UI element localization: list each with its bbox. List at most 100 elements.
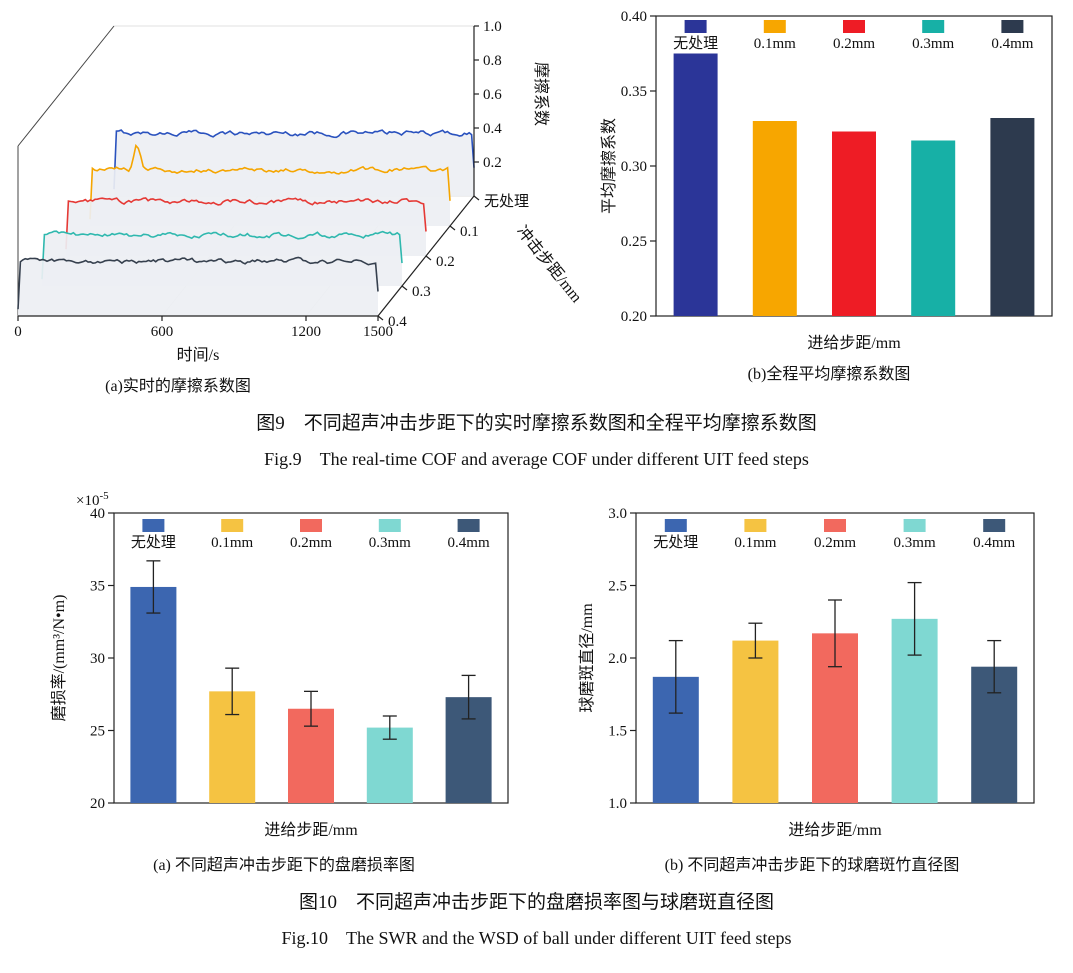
- fig10a-legend-swatch-5: [457, 519, 480, 532]
- fig9a-line-4: [41, 230, 403, 280]
- svg-text:600: 600: [151, 324, 174, 340]
- svg-text:0.35: 0.35: [621, 84, 647, 100]
- fig9b-bar-1: [673, 53, 718, 316]
- wear-scar-diameter-bar-chart: 1.0 1.5 2.0 2.5 3.0 球磨斑直径/mm 进给步距/mm 无处理 0.1mm 0.…: [578, 506, 1035, 839]
- svg-text:30: 30: [90, 651, 105, 667]
- svg-text:2.5: 2.5: [608, 579, 627, 595]
- fig9b-panel: 0.20 0.25 0.30 0.35 0.40 平均摩擦系数 进给步距/mm 无处理 0.1m…: [598, 8, 1060, 384]
- fig10b-bars: [652, 618, 1018, 803]
- svg-text:0.4: 0.4: [483, 121, 502, 137]
- fig9a-line-3: [65, 197, 427, 250]
- fig10b-xlabel: 进给步距/mm: [788, 821, 882, 839]
- svg-text:0.1mm: 0.1mm: [734, 535, 776, 551]
- fig10b-legend-swatch-4: [903, 519, 926, 532]
- svg-text:3.0: 3.0: [608, 506, 627, 522]
- fig10a-legend-swatch-4: [378, 519, 401, 532]
- fig10b-bar-2: [732, 640, 779, 803]
- fig9b-ylabel: 平均摩擦系数: [600, 118, 618, 214]
- svg-text:0.30: 0.30: [621, 159, 647, 175]
- fig10a-legend-swatch-2: [221, 519, 244, 532]
- svg-text:1.0: 1.0: [483, 19, 502, 35]
- fig10a-legend-swatch-3: [300, 519, 322, 532]
- fig10a-bar-4: [366, 727, 413, 803]
- svg-text:0.3mm: 0.3mm: [894, 535, 936, 551]
- fig9b-legend-swatch-1: [684, 20, 707, 33]
- figure10-caption-en: Fig.10 The SWR and the WSD of ball under…: [281, 928, 792, 948]
- fig10a-panel: 20 25 30 35 40 磨损率/(mm³/N•m) ×10-5 进给步距/mm 无处理 0.…: [48, 489, 520, 875]
- svg-text:0.2mm: 0.2mm: [290, 535, 332, 551]
- fig10b-legend-swatch-1: [664, 519, 687, 532]
- svg-text:25: 25: [90, 724, 105, 740]
- svg-text:40: 40: [90, 506, 105, 522]
- fig9a-depth-ticks: 0.4 0.3 0.2 0.1 无处理: [377, 193, 529, 330]
- fig9a-ribbon-5: [18, 257, 378, 316]
- fig10b-y-axis: 1.0 1.5 2.0 2.5 3.0: [608, 506, 636, 812]
- svg-text:20: 20: [90, 796, 105, 812]
- fig9b-legend: 无处理 0.1mm 0.2mm 0.3mm 0.4mm: [673, 20, 1034, 52]
- fig9a-panel: 0 600 1200 1500 时间/s 0.2 0.4 0.6 0.8 1.0 摩擦系数 0.4 0.…: [0, 6, 592, 396]
- svg-text:0.4mm: 0.4mm: [991, 36, 1033, 52]
- figure9-row: 0 600 1200 1500 时间/s 0.2 0.4 0.6 0.8 1.0 摩擦系数 0.4 0.…: [0, 6, 1073, 396]
- fig9b-legend-swatch-4: [922, 20, 945, 33]
- fig10b-error-bars: [668, 581, 1002, 714]
- svg-text:0.2: 0.2: [436, 254, 455, 270]
- fig9a-frame: [17, 25, 115, 316]
- fig9a-subcaption: (a)实时的摩擦系数图: [105, 378, 251, 395]
- figure9-caption-cn: 图9 不同超声冲击步距下的实时摩擦系数图和全程平均摩擦系数图: [256, 413, 817, 434]
- fig9a-line-2: [89, 143, 451, 220]
- fig10a-ylabel: 磨损率/(mm³/N•m): [50, 595, 68, 722]
- fig9b-xlabel: 进给步距/mm: [807, 334, 901, 352]
- realtime-cof-waterfall-chart: 0 600 1200 1500时间/s0.20.40.60.81.0摩擦系数0.40.…: [14, 19, 586, 364]
- fig9b-legend-swatch-3: [843, 20, 865, 33]
- fig10a-error-bars: [146, 560, 476, 740]
- fig9b-subcaption: (b)全程平均摩擦系数图: [747, 366, 911, 383]
- fig10b-ylabel: 球磨斑直径/mm: [578, 603, 596, 713]
- fig9b-bar-5: [990, 118, 1035, 316]
- fig9b-bar-2: [752, 121, 797, 316]
- fig10a-bar-1: [130, 586, 177, 803]
- fig10a-legend-swatch-1: [142, 519, 165, 532]
- fig10b-legend-swatch-2: [744, 519, 767, 532]
- fig9b-y-axis: 0.20 0.25 0.30 0.35 0.40: [621, 9, 656, 325]
- figure10-row: 20 25 30 35 40 磨损率/(mm³/N•m) ×10-5 进给步距/mm 无处理 0.…: [0, 489, 1073, 875]
- fig9b-bar-4: [911, 140, 956, 316]
- svg-text:无处理: 无处理: [131, 534, 176, 551]
- svg-text:无处理: 无处理: [484, 193, 529, 210]
- svg-text:1500: 1500: [363, 324, 393, 340]
- fig10a-subcaption: (a) 不同超声冲击步距下的盘磨损率图: [153, 857, 415, 874]
- fig10b-legend: 无处理 0.1mm 0.2mm 0.3mm 0.4mm: [653, 519, 1016, 551]
- svg-text:35: 35: [90, 579, 105, 595]
- svg-text:0.3: 0.3: [412, 284, 431, 300]
- svg-text:0.3mm: 0.3mm: [912, 36, 954, 52]
- svg-text:0.2mm: 0.2mm: [814, 535, 856, 551]
- fig10b-subcaption: (b) 不同超声冲击步距下的球磨斑竹直径图: [664, 857, 960, 874]
- svg-text:0.40: 0.40: [621, 9, 647, 25]
- fig9b-legend-swatch-2: [763, 20, 786, 33]
- svg-text:0.4mm: 0.4mm: [973, 535, 1015, 551]
- fig9b-bar-3: [832, 131, 876, 316]
- fig10b-panel: 1.0 1.5 2.0 2.5 3.0 球磨斑直径/mm 进给步距/mm 无处理 0.1mm 0.…: [576, 489, 1048, 875]
- fig9b-legend-swatch-5: [1001, 20, 1024, 33]
- figure10-caption-cn: 图10 不同超声冲击步距下的盘磨损率图与球磨斑直径图: [298, 892, 774, 913]
- svg-text:0.1mm: 0.1mm: [211, 535, 253, 551]
- svg-text:0.6: 0.6: [483, 87, 502, 103]
- svg-text:0.25: 0.25: [621, 234, 647, 250]
- figure9-caption-en: Fig.9 The real-time COF and average COF …: [264, 449, 809, 469]
- fig9b-bars: [673, 53, 1035, 316]
- fig9a-depth-axis-label: 冲击步距/mm: [513, 222, 586, 306]
- fig9a-line-5: [17, 256, 379, 310]
- svg-text:无处理: 无处理: [673, 35, 718, 52]
- svg-text:0.8: 0.8: [483, 53, 502, 69]
- fig10a-xlabel: 进给步距/mm: [264, 821, 358, 839]
- svg-text:0: 0: [14, 324, 22, 340]
- svg-text:1.5: 1.5: [608, 724, 627, 740]
- svg-text:无处理: 无处理: [653, 534, 698, 551]
- fig10b-legend-swatch-3: [824, 519, 846, 532]
- svg-text:0.3mm: 0.3mm: [369, 535, 411, 551]
- fig9a-x-ticks: 0 600 1200 1500: [14, 316, 393, 340]
- svg-text:0.1mm: 0.1mm: [754, 36, 796, 52]
- fig9a-value-axis-label: 摩擦系数: [532, 62, 550, 126]
- svg-text:2.0: 2.0: [608, 651, 627, 667]
